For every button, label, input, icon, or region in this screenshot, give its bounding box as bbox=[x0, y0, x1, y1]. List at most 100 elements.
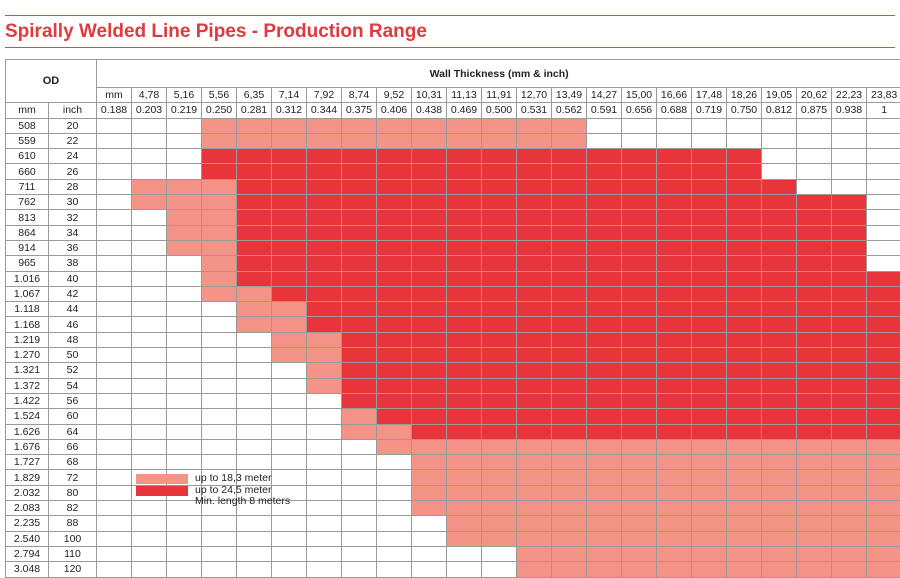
range-cell-24m bbox=[237, 240, 272, 255]
range-cell-18m bbox=[517, 562, 552, 577]
empty-cell bbox=[97, 302, 132, 317]
empty-cell bbox=[167, 317, 202, 332]
empty-cell bbox=[412, 562, 447, 577]
range-cell-18m bbox=[657, 501, 692, 516]
empty-cell bbox=[202, 439, 237, 454]
range-cell-18m bbox=[447, 501, 482, 516]
wall-mm-header: 8,74 bbox=[342, 88, 377, 103]
range-cell-24m bbox=[867, 378, 900, 393]
range-cell-18m bbox=[832, 531, 867, 546]
range-cell-18m bbox=[692, 485, 727, 500]
wall-mm-header: 23,83 bbox=[867, 88, 900, 103]
range-cell-24m bbox=[762, 348, 797, 363]
wall-mm-header: 9,52 bbox=[377, 88, 412, 103]
range-cell-24m bbox=[307, 240, 342, 255]
range-cell-24m bbox=[272, 179, 307, 194]
range-cell-24m bbox=[307, 256, 342, 271]
range-cell-18m bbox=[202, 133, 237, 148]
empty-cell bbox=[132, 363, 167, 378]
range-cell-18m bbox=[447, 133, 482, 148]
empty-cell bbox=[832, 149, 867, 164]
empty-cell bbox=[832, 179, 867, 194]
empty-cell bbox=[97, 531, 132, 546]
title-underline bbox=[5, 47, 895, 48]
range-cell-24m bbox=[867, 271, 900, 286]
range-cell-24m bbox=[342, 378, 377, 393]
range-cell-24m bbox=[727, 240, 762, 255]
range-cell-24m bbox=[832, 363, 867, 378]
empty-cell bbox=[97, 501, 132, 516]
range-cell-18m bbox=[587, 516, 622, 531]
range-cell-18m bbox=[727, 546, 762, 561]
range-cell-24m bbox=[412, 210, 447, 225]
empty-cell bbox=[167, 516, 202, 531]
range-cell-24m bbox=[482, 240, 517, 255]
wall-inch-header: 0.562 bbox=[552, 103, 587, 118]
range-cell-24m bbox=[797, 195, 832, 210]
empty-cell bbox=[237, 546, 272, 561]
range-cell-24m bbox=[727, 424, 762, 439]
range-cell-18m bbox=[377, 424, 412, 439]
range-cell-24m bbox=[832, 393, 867, 408]
range-cell-18m bbox=[762, 485, 797, 500]
range-cell-18m bbox=[307, 348, 342, 363]
range-cell-24m bbox=[832, 210, 867, 225]
range-cell-24m bbox=[797, 210, 832, 225]
wall-inch-header: 0.500 bbox=[482, 103, 517, 118]
range-cell-24m bbox=[622, 225, 657, 240]
range-cell-24m bbox=[832, 424, 867, 439]
range-cell-24m bbox=[552, 378, 587, 393]
range-cell-24m bbox=[692, 271, 727, 286]
range-cell-18m bbox=[867, 516, 900, 531]
range-cell-18m bbox=[447, 455, 482, 470]
empty-cell bbox=[692, 118, 727, 133]
range-cell-24m bbox=[587, 332, 622, 347]
range-cell-24m bbox=[692, 332, 727, 347]
empty-cell bbox=[97, 363, 132, 378]
empty-cell bbox=[132, 133, 167, 148]
range-cell-24m bbox=[622, 348, 657, 363]
od-mm-cell: 3.048 bbox=[6, 562, 49, 577]
od-mm-cell: 559 bbox=[6, 133, 49, 148]
range-cell-18m bbox=[832, 546, 867, 561]
range-cell-24m bbox=[482, 179, 517, 194]
range-cell-24m bbox=[307, 210, 342, 225]
wall-mm-header: 19,05 bbox=[762, 88, 797, 103]
wall-mm-header: 5,16 bbox=[167, 88, 202, 103]
range-cell-24m bbox=[377, 149, 412, 164]
range-cell-18m bbox=[517, 133, 552, 148]
range-cell-24m bbox=[517, 378, 552, 393]
range-cell-24m bbox=[657, 271, 692, 286]
wall-mm-header: 10,31 bbox=[412, 88, 447, 103]
empty-cell bbox=[272, 470, 307, 485]
range-cell-18m bbox=[517, 455, 552, 470]
range-cell-24m bbox=[587, 378, 622, 393]
range-cell-18m bbox=[272, 133, 307, 148]
empty-cell bbox=[167, 363, 202, 378]
range-cell-18m bbox=[552, 439, 587, 454]
range-cell-24m bbox=[692, 164, 727, 179]
empty-cell bbox=[342, 501, 377, 516]
range-cell-24m bbox=[622, 240, 657, 255]
od-mm-cell: 1.422 bbox=[6, 393, 49, 408]
range-cell-24m bbox=[377, 409, 412, 424]
range-cell-18m bbox=[587, 455, 622, 470]
range-cell-18m bbox=[132, 195, 167, 210]
range-cell-24m bbox=[307, 286, 342, 301]
wall-mm-header: 13,49 bbox=[552, 88, 587, 103]
range-cell-24m bbox=[307, 179, 342, 194]
range-cell-18m bbox=[517, 531, 552, 546]
range-cell-24m bbox=[797, 302, 832, 317]
empty-cell bbox=[237, 516, 272, 531]
range-cell-18m bbox=[167, 195, 202, 210]
empty-cell bbox=[132, 378, 167, 393]
od-mm-cell: 1.727 bbox=[6, 455, 49, 470]
range-cell-24m bbox=[727, 409, 762, 424]
